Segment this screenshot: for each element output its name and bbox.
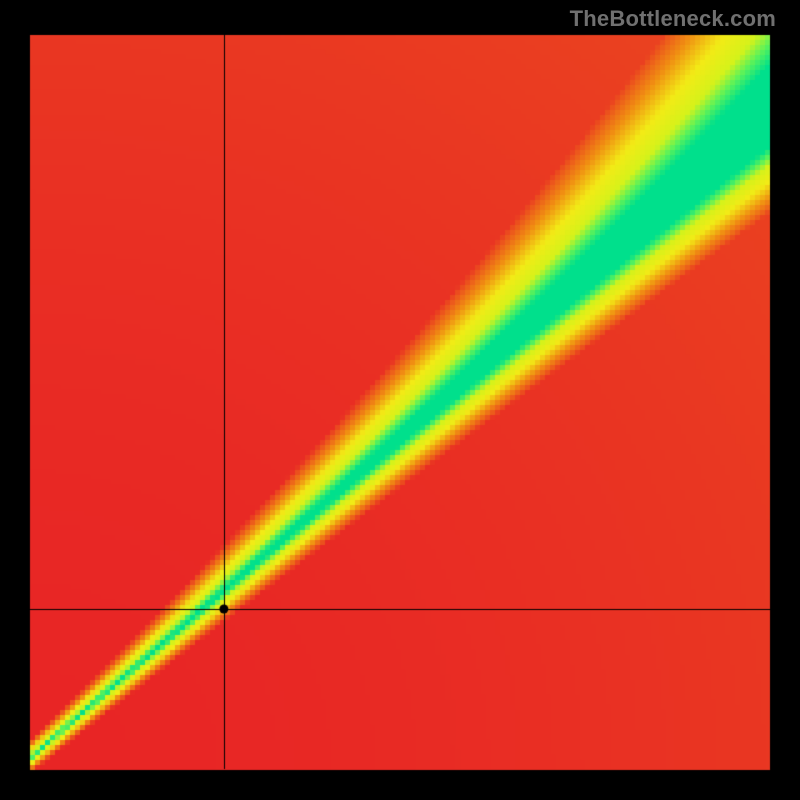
- heatmap-canvas: [0, 0, 800, 800]
- watermark-text: TheBottleneck.com: [570, 6, 776, 32]
- chart-frame: TheBottleneck.com: [0, 0, 800, 800]
